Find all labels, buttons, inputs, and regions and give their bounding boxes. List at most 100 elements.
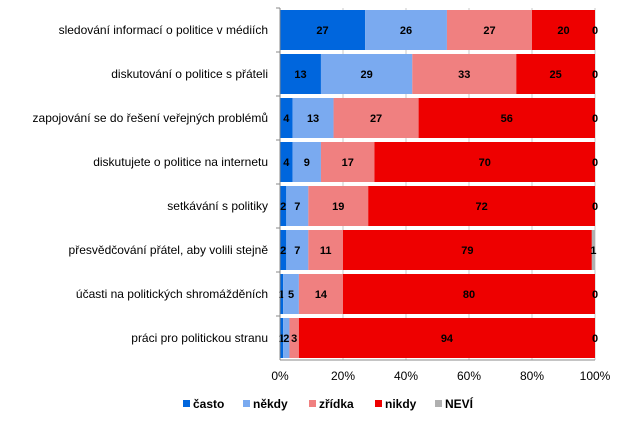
bar-segment <box>298 274 343 314</box>
bar-value-label: 20 <box>557 25 569 37</box>
bar-value-label: 11 <box>320 245 332 257</box>
x-axis: 0% 20% 40% 60% 80% 100% <box>271 8 611 383</box>
bar-value-label: 94 <box>441 333 454 345</box>
bar-segment <box>286 230 309 270</box>
legend-swatch <box>183 400 190 407</box>
bar-value-label: 72 <box>475 201 487 213</box>
category-label: účasti na politických shromážděních <box>76 287 268 301</box>
bar-segment <box>343 230 592 270</box>
bar-segment <box>446 10 532 50</box>
bar-segment <box>320 142 375 182</box>
category-label: práci pro politickou stranu <box>131 331 268 345</box>
bar-value-label: 0 <box>592 289 598 301</box>
bar-segment <box>418 98 595 138</box>
bar-segment <box>280 274 284 314</box>
x-tick-label: 20% <box>331 369 355 383</box>
legend-label: někdy <box>253 397 288 411</box>
category-label: diskutování o politice s přáteli <box>111 67 268 81</box>
bar-value-label: 0 <box>592 25 598 37</box>
bar-segment <box>308 230 343 270</box>
x-tick-label: 0% <box>271 369 289 383</box>
bar-value-label: 4 <box>283 113 290 125</box>
bar-value-label: 27 <box>370 113 382 125</box>
legend-label: zřídka <box>319 397 354 411</box>
bar-segment <box>532 10 595 50</box>
bar-value-label: 0 <box>592 201 598 213</box>
bar-segment <box>292 142 321 182</box>
category-label: přesvědčování přátel, aby volili stejně <box>69 243 269 257</box>
bar-value-label: 80 <box>463 289 475 301</box>
bar-segment <box>280 10 366 50</box>
bar-segment <box>283 318 290 358</box>
bar-segment <box>320 54 413 94</box>
bar-segment <box>298 318 595 358</box>
bar-value-label: 3 <box>291 333 297 345</box>
bar-segment <box>289 318 299 358</box>
bar-value-label: 4 <box>283 157 290 169</box>
x-tick-label: 60% <box>457 369 481 383</box>
bar-value-label: 13 <box>294 69 306 81</box>
bar-value-label: 27 <box>483 25 495 37</box>
legend-swatch <box>375 400 382 407</box>
bar-value-label: 27 <box>316 25 328 37</box>
legend-swatch <box>435 400 442 407</box>
bar-segment <box>308 186 369 226</box>
legend-label: nikdy <box>385 397 417 411</box>
bar-value-label: 19 <box>332 201 344 213</box>
bar-value-label: 2 <box>280 201 286 213</box>
bar-value-label: 70 <box>479 157 491 169</box>
bar-value-label: 79 <box>461 245 473 257</box>
x-tick-label: 100% <box>580 369 611 383</box>
category-label: sledování informací o politice v médiích <box>59 23 268 37</box>
bar-value-label: 29 <box>361 69 373 81</box>
legend-swatch <box>309 400 316 407</box>
x-tick-label: 80% <box>520 369 544 383</box>
legend-swatch <box>243 400 250 407</box>
bar-value-label: 13 <box>307 113 319 125</box>
bar-segment <box>280 186 287 226</box>
legend: často někdy zřídka nikdy NEVÍ <box>183 396 474 411</box>
bar-value-label: 5 <box>288 289 294 301</box>
bar-value-label: 1 <box>279 333 285 345</box>
bar-segment <box>280 318 284 358</box>
bar-value-label: 7 <box>294 201 300 213</box>
bar-value-label: 26 <box>400 25 412 37</box>
bars: 27 26 27 20 013 29 33 25 04 13 27 56 04 9 17 70 02 7 19 72 0… <box>279 10 598 358</box>
bar-value-label: 0 <box>592 113 598 125</box>
bar-segment <box>280 98 293 138</box>
bar-segment <box>591 230 595 270</box>
bar-value-label: 1 <box>590 245 596 257</box>
bar-segment <box>368 186 595 226</box>
bar-value-label: 0 <box>592 69 598 81</box>
category-labels: sledování informací o politice v médiích… <box>33 7 280 345</box>
bar-value-label: 2 <box>280 245 286 257</box>
legend-label: často <box>193 397 224 411</box>
category-label: zapojování se do řešení veřejných problé… <box>33 111 268 125</box>
bar-segment <box>292 98 334 138</box>
bar-value-label: 2 <box>283 333 289 345</box>
bar-segment <box>280 230 287 270</box>
bar-segment <box>516 54 595 94</box>
bar-value-label: 17 <box>342 157 354 169</box>
bar-value-label: 14 <box>315 289 328 301</box>
bar-value-label: 25 <box>550 69 562 81</box>
bar-segment <box>280 142 293 182</box>
bar-segment <box>286 186 309 226</box>
bar-segment <box>374 142 595 182</box>
bar-value-label: 7 <box>294 245 300 257</box>
category-label: diskutujete o politice na internetu <box>93 155 268 169</box>
bar-value-label: 9 <box>304 157 310 169</box>
bar-segment <box>280 54 321 94</box>
bar-value-label: 0 <box>592 333 598 345</box>
bar-value-label: 0 <box>592 157 598 169</box>
category-label: setkávání s politiky <box>167 199 268 213</box>
bar-value-label: 56 <box>501 113 513 125</box>
x-tick-label: 40% <box>394 369 418 383</box>
bar-segment <box>283 274 299 314</box>
bar-segment <box>343 274 595 314</box>
legend-label: NEVÍ <box>445 396 474 411</box>
bar-segment <box>333 98 419 138</box>
bar-segment <box>412 54 517 94</box>
bar-value-label: 33 <box>458 69 470 81</box>
